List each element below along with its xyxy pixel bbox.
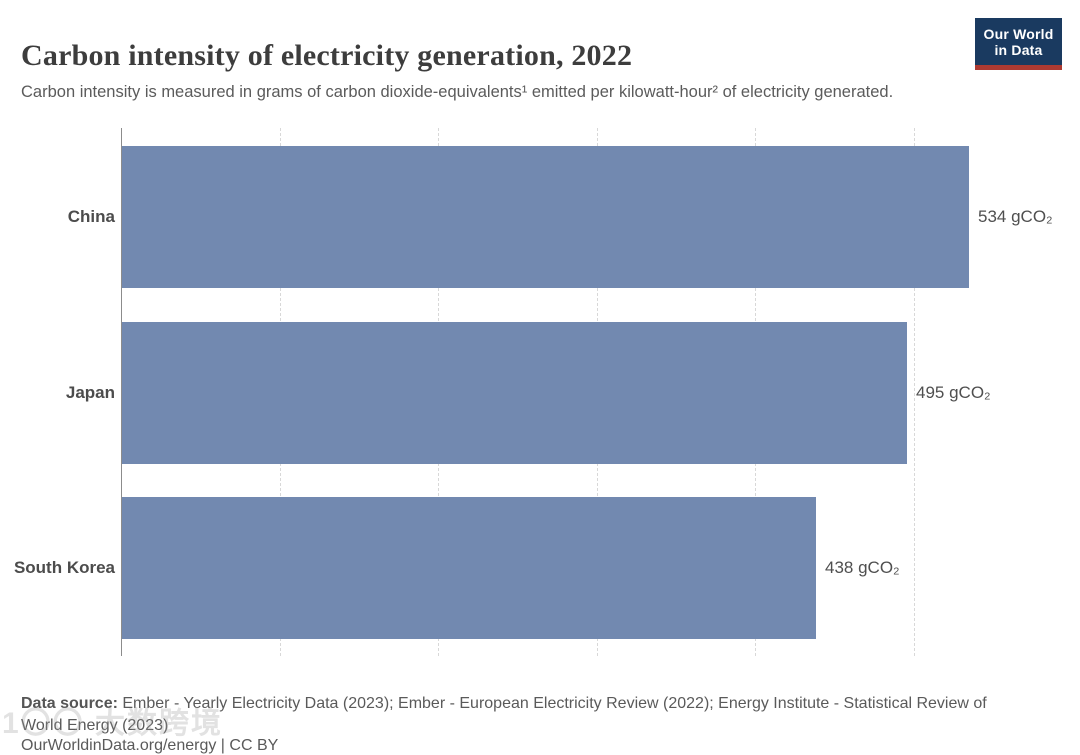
- category-label: Japan: [65, 382, 115, 402]
- data-source-note: Data source: Ember - Yearly Electricity …: [21, 693, 1016, 736]
- value-label: 534 gCO₂: [978, 207, 1053, 226]
- bar-chart: China 534 gCO₂ Japan 495 gCO₂ South Korea 438…: [0, 128, 1080, 656]
- value-label: 495 gCO₂: [916, 382, 991, 402]
- data-source-text: Ember - Yearly Electricity Data (2023); …: [21, 695, 987, 734]
- chart-subtitle: Carbon intensity is measured in grams of…: [21, 82, 894, 101]
- category-label: South Korea: [13, 558, 115, 577]
- value-label: 438 gCO₂: [825, 558, 900, 577]
- bar-south-korea: [122, 497, 816, 639]
- bar-china: [122, 146, 969, 288]
- license-line: OurWorldinData.org/energy | CC BY: [21, 737, 279, 754]
- data-source-label: Data source:: [21, 695, 118, 712]
- bar-japan: [122, 321, 907, 464]
- y-axis-line: [121, 128, 122, 656]
- owid-logo-line2: in Data: [994, 41, 1043, 58]
- category-label: China: [67, 207, 115, 226]
- gridline: [913, 128, 915, 656]
- owid-logo-line1: Our World: [983, 25, 1054, 42]
- owid-logo: Our World in Data: [975, 18, 1062, 70]
- page-title: Carbon intensity of electricity generati…: [21, 39, 633, 73]
